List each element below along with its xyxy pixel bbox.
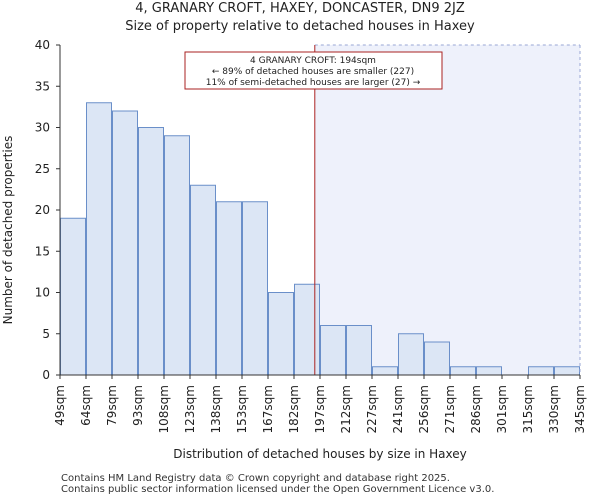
histogram-bar: [346, 325, 372, 376]
histogram-bar: [450, 366, 476, 376]
histogram-bar: [528, 366, 554, 376]
x-tick-label: 182sqm: [287, 385, 301, 433]
y-tick-label: 35: [35, 79, 50, 93]
annotation-line-3: 11% of semi-detached houses are larger (…: [206, 78, 421, 88]
x-tick-label: 138sqm: [209, 385, 223, 433]
x-tick-label: 212sqm: [339, 385, 353, 433]
histogram-bar: [554, 366, 580, 376]
y-tick-label: 20: [35, 203, 50, 217]
x-tick-label: 241sqm: [391, 385, 405, 433]
histogram-bar: [164, 135, 190, 376]
y-tick-label: 25: [35, 162, 50, 176]
x-tick-label: 108sqm: [157, 385, 171, 433]
y-axis-label: Number of detached properties: [1, 136, 15, 325]
y-tick-label: 30: [35, 121, 50, 135]
y-tick-label: 40: [35, 38, 50, 52]
histogram-bar: [112, 110, 138, 376]
x-tick-label: 286sqm: [469, 385, 483, 433]
x-tick-label: 49sqm: [53, 385, 67, 426]
histogram-bar: [216, 201, 242, 376]
y-tick-label: 0: [42, 368, 50, 382]
histogram-bar: [138, 127, 164, 376]
x-tick-label: 315sqm: [521, 385, 535, 433]
x-tick-label: 64sqm: [79, 385, 93, 426]
y-tick-label: 5: [42, 327, 50, 341]
chart-subtitle: Size of property relative to detached ho…: [125, 19, 475, 34]
x-tick-label: 93sqm: [131, 385, 145, 426]
histogram-bar: [372, 366, 398, 376]
histogram-bar: [190, 184, 216, 376]
annotation-line-1: 4 GRANARY CROFT: 194sqm: [250, 56, 376, 66]
y-tick-label: 15: [35, 244, 50, 258]
histogram-bar: [398, 333, 424, 376]
annotation-box: [184, 51, 443, 90]
histogram-bar: [268, 292, 294, 376]
x-axis-label: Distribution of detached houses by size …: [173, 447, 467, 461]
histogram-bar: [242, 201, 268, 376]
histogram-bar: [320, 325, 346, 376]
chart-title: 4, GRANARY CROFT, HAXEY, DONCASTER, DN9 …: [135, 1, 465, 16]
x-tick-label: 345sqm: [573, 385, 587, 433]
y-tick-label: 10: [35, 286, 50, 300]
x-tick-label: 153sqm: [235, 385, 249, 433]
histogram-bar: [476, 366, 502, 376]
x-tick-label: 256sqm: [417, 385, 431, 433]
footer-licence: Contains public sector information licen…: [61, 484, 495, 495]
x-tick-label: 167sqm: [261, 385, 275, 433]
histogram-bar: [294, 283, 320, 376]
histogram-bar: [424, 341, 450, 376]
x-tick-label: 197sqm: [313, 385, 327, 433]
x-tick-label: 227sqm: [365, 385, 379, 433]
footer-copyright: Contains HM Land Registry data © Crown c…: [61, 473, 450, 484]
histogram-bar: [86, 102, 112, 376]
x-tick-label: 301sqm: [495, 385, 509, 433]
x-tick-label: 330sqm: [547, 385, 561, 433]
x-tick-label: 123sqm: [183, 385, 197, 433]
x-tick-label: 271sqm: [443, 385, 457, 433]
x-tick-label: 79sqm: [105, 385, 119, 426]
annotation-line-2: ← 89% of detached houses are smaller (22…: [212, 67, 414, 77]
larger-region-shade: [314, 45, 580, 375]
histogram-bar: [60, 217, 86, 376]
